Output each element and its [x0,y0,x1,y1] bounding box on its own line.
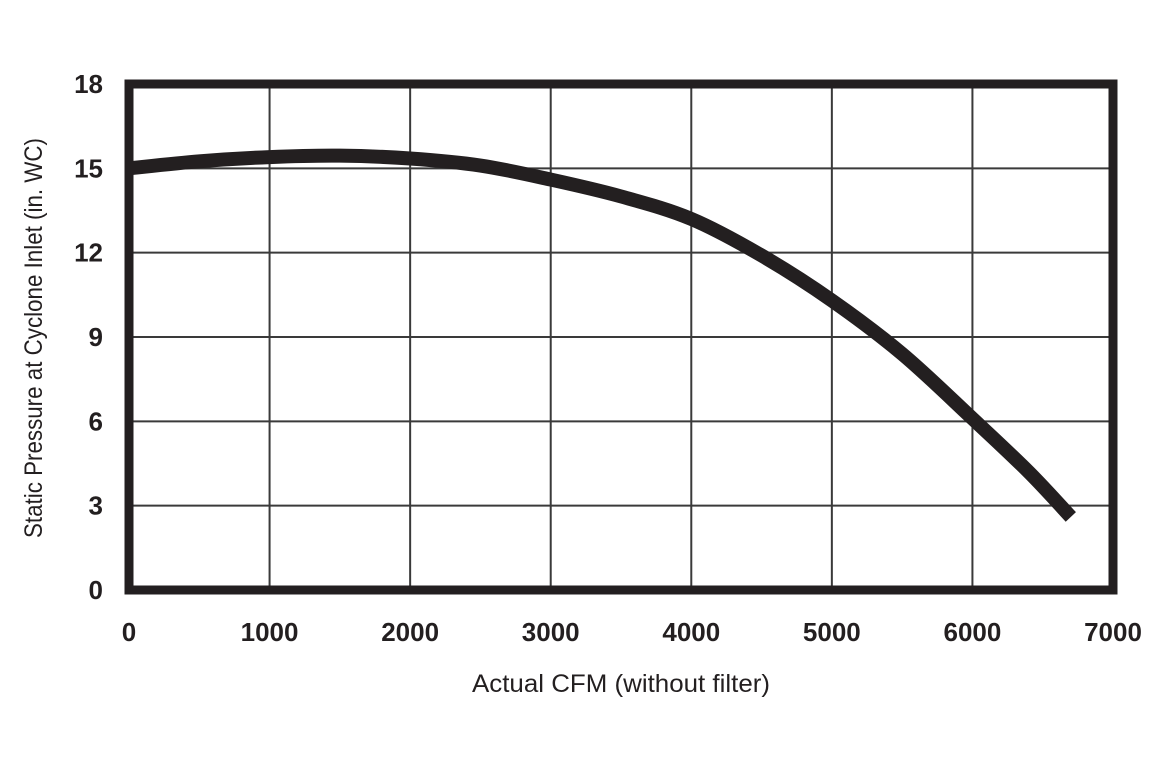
y-tick-label: 9 [89,322,103,352]
y-axis-ticks: 0 3 6 9 12 15 18 [74,69,103,605]
y-tick-label: 18 [74,69,103,99]
x-tick-label: 3000 [522,617,580,647]
y-tick-label: 0 [89,575,103,605]
x-tick-label: 2000 [381,617,439,647]
y-axis-title: Static Pressure at Cyclone Inlet (in. WC… [20,138,48,538]
x-axis-ticks: 0 1000 2000 3000 4000 5000 6000 7000 [122,617,1142,647]
x-tick-label: 0 [122,617,136,647]
fan-curve-line [128,148,1076,522]
x-tick-label: 5000 [803,617,861,647]
y-tick-label: 3 [89,491,103,521]
grid-lines [129,84,1113,590]
x-tick-label: 6000 [944,617,1002,647]
y-tick-label: 15 [74,153,103,183]
plot-frame [124,79,1118,595]
y-tick-label: 6 [89,406,103,436]
x-tick-label: 1000 [241,617,299,647]
x-axis-title: Actual CFM (without filter) [472,670,770,698]
x-tick-label: 4000 [662,617,720,647]
y-tick-label: 12 [74,238,103,268]
x-tick-label: 7000 [1084,617,1142,647]
